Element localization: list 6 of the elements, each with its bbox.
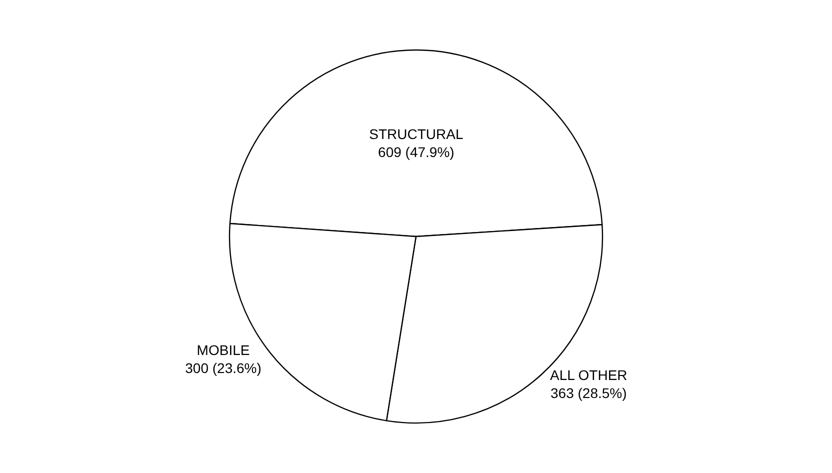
- data-label: 300 (23.6%): [185, 360, 262, 376]
- slice-label: STRUCTURAL: [369, 126, 464, 142]
- data-label: 609 (47.9%): [378, 144, 454, 160]
- slice-label: MOBILE: [196, 342, 250, 358]
- slice-label: ALL OTHER: [550, 366, 628, 383]
- data-label: 363 (28.5%): [550, 384, 627, 401]
